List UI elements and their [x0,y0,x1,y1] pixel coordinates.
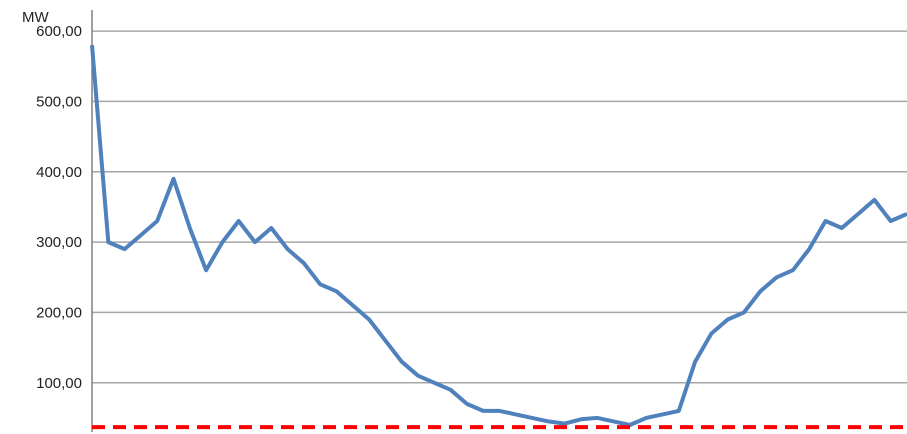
y-tick-label: 600,00 [36,23,82,40]
y-tick-label: 200,00 [36,304,82,321]
series-layer [90,45,907,430]
y-tick-label: 100,00 [36,375,82,392]
y-tick-label: 400,00 [36,164,82,181]
y-tick-label: 500,00 [36,93,82,110]
y-axis-tick-labels: 100,00 200,00 300,00 400,00 500,00 600,00 [36,23,82,392]
gridlines [92,30,907,384]
load-series-line [90,45,907,427]
y-tick-label: 300,00 [36,234,82,251]
y-axis-unit-label: MW [22,9,49,26]
